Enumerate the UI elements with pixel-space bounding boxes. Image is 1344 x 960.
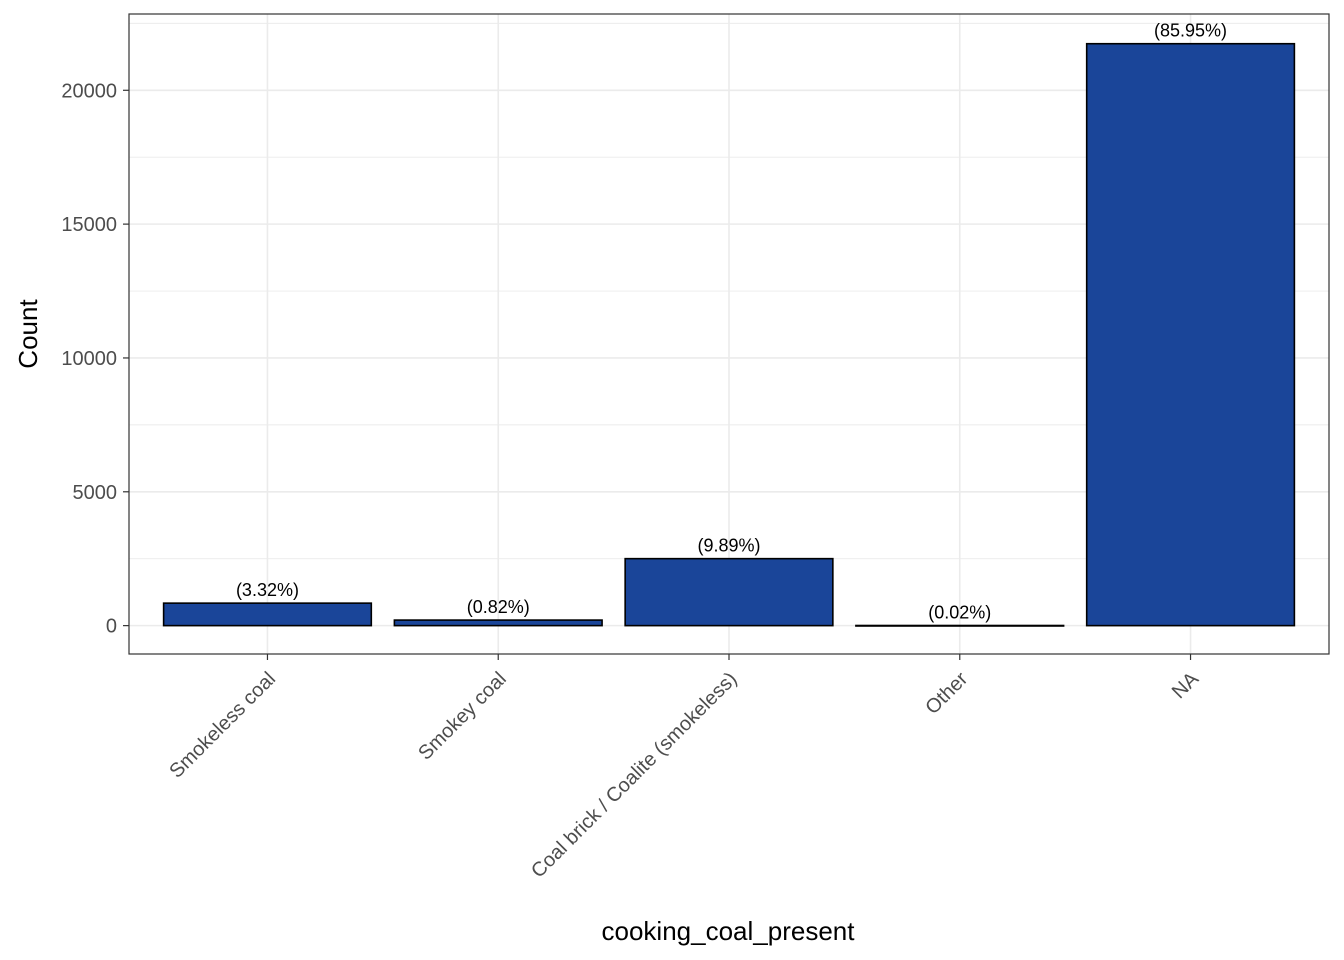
- x-tick-label: Smokey coal: [414, 668, 511, 765]
- bar: [162, 602, 373, 627]
- bar-data-label: (0.82%): [467, 597, 530, 617]
- x-tick-label: Smokeless coal: [165, 668, 280, 783]
- bar: [855, 624, 1065, 627]
- y-axis-title: Count: [13, 299, 43, 369]
- bar: [624, 557, 834, 627]
- bar-data-label: (3.32%): [236, 580, 299, 600]
- x-tick-label: Other: [921, 668, 972, 719]
- x-tick-label: Coal brick / Coalite (smokeless): [527, 668, 741, 882]
- x-tick-label: NA: [1168, 668, 1204, 704]
- x-axis: Smokeless coal Smokey coal Coal brick / Co…: [165, 654, 1204, 882]
- y-tick-label: 10000: [61, 348, 117, 370]
- bar: [1085, 42, 1296, 627]
- y-tick-label: 20000: [61, 80, 117, 102]
- y-axis: 0 5000 10000 15000 20000: [61, 80, 129, 638]
- y-tick-label: 15000: [61, 214, 117, 236]
- bars: [162, 42, 1296, 627]
- bar-data-label: (0.02%): [928, 602, 991, 622]
- bar: [393, 619, 603, 627]
- y-tick-label: 5000: [73, 482, 118, 504]
- bar-data-label: (9.89%): [697, 536, 760, 556]
- data-labels: (3.32%) (0.82%) (9.89%) (0.02%) (85.95%): [236, 21, 1227, 623]
- bar-data-label: (85.95%): [1154, 21, 1227, 41]
- y-tick-label: 0: [106, 616, 117, 638]
- x-axis-title: cooking_coal_present: [602, 916, 856, 946]
